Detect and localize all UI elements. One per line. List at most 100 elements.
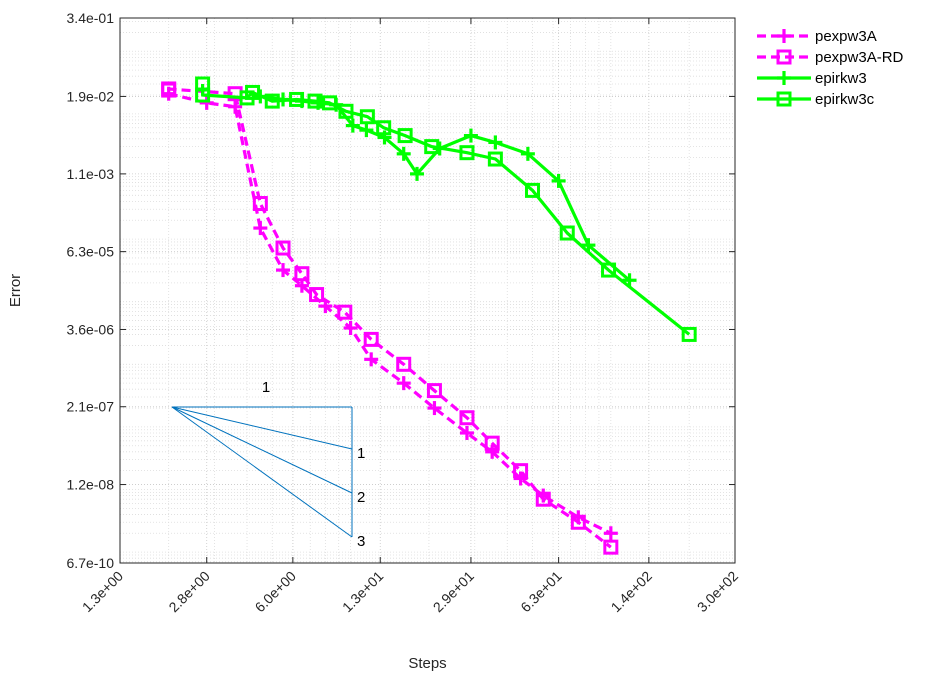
data-point bbox=[195, 87, 211, 103]
data-point bbox=[426, 383, 442, 399]
series-line bbox=[167, 87, 612, 549]
data-point bbox=[199, 95, 214, 110]
y-tick-label: 3.4e-01 bbox=[67, 10, 115, 26]
legend-entry-epirkw3: epirkw3 bbox=[757, 70, 867, 87]
data-point bbox=[601, 262, 617, 278]
data-point bbox=[276, 263, 291, 278]
data-point bbox=[345, 118, 360, 133]
data-point bbox=[245, 84, 261, 100]
legend-marker bbox=[776, 49, 792, 65]
data-point bbox=[459, 410, 475, 426]
axis-ticks: 1.3e+00 2.8e+00 6.0e+00 1.3e+01 2.9e+01 6.3e+… bbox=[67, 10, 742, 615]
y-tick-label: 1.9e-02 bbox=[67, 88, 115, 104]
data-point bbox=[253, 221, 268, 236]
data-point bbox=[424, 139, 440, 155]
data-point bbox=[570, 514, 586, 530]
data-point bbox=[264, 93, 280, 109]
x-tick-label: 3.0e+02 bbox=[694, 568, 742, 616]
y-tick-label: 3.6e-06 bbox=[67, 321, 115, 337]
y-tick-label: 1.2e-08 bbox=[67, 477, 115, 493]
legend-entry-pexpw3A-RD: pexpw3A-RD bbox=[757, 49, 904, 66]
data-point bbox=[396, 146, 411, 161]
data-point bbox=[681, 326, 697, 342]
data-point bbox=[363, 331, 379, 347]
x-tick-label: 2.8e+00 bbox=[165, 568, 213, 616]
data-point bbox=[322, 95, 338, 111]
data-point bbox=[459, 145, 475, 161]
legend-entry-pexpw3A: pexpw3A bbox=[757, 28, 877, 45]
data-point bbox=[359, 123, 374, 138]
x-tick-label: 6.0e+00 bbox=[252, 568, 300, 616]
data-point bbox=[309, 287, 325, 303]
y-tick-label: 6.7e-10 bbox=[67, 555, 115, 571]
data-point bbox=[337, 304, 353, 320]
data-point bbox=[338, 103, 354, 119]
data-point bbox=[396, 376, 411, 391]
data-point bbox=[551, 173, 566, 188]
legend-label: pexpw3A-RD bbox=[815, 49, 904, 66]
series-line bbox=[168, 92, 612, 535]
series-epirkw3c bbox=[195, 76, 697, 342]
data-point bbox=[307, 93, 323, 109]
data-point bbox=[359, 109, 375, 125]
data-point bbox=[294, 266, 310, 282]
triangle-slope-label: 2 bbox=[357, 489, 365, 506]
series-pexpw3A-RD bbox=[161, 81, 619, 555]
data-point bbox=[524, 182, 540, 198]
series-pexpw3A bbox=[161, 86, 618, 541]
data-point bbox=[603, 526, 618, 541]
data-point bbox=[463, 128, 478, 143]
x-axis-label: Steps bbox=[408, 655, 446, 672]
legend-marker bbox=[776, 91, 792, 107]
triangle-slope-line bbox=[171, 406, 353, 494]
x-tick-label: 1.3e+01 bbox=[339, 568, 387, 616]
legend-label: pexpw3A bbox=[815, 28, 877, 45]
data-point bbox=[289, 91, 305, 107]
data-point bbox=[520, 146, 535, 161]
legend-marker bbox=[777, 29, 791, 43]
triangle-slope-line bbox=[171, 406, 353, 450]
data-point bbox=[410, 166, 425, 181]
data-point bbox=[487, 151, 503, 167]
triangle-top-label: 1 bbox=[262, 379, 270, 396]
data-point bbox=[513, 463, 529, 479]
data-point bbox=[485, 444, 500, 459]
y-tick-label: 1.1e-03 bbox=[67, 166, 115, 182]
data-point bbox=[228, 99, 243, 114]
data-point bbox=[396, 356, 412, 372]
data-point bbox=[252, 196, 268, 212]
legend: pexpw3A pexpw3A-RD epirkw3 epirkw3c bbox=[757, 28, 904, 108]
y-axis-label: Error bbox=[7, 274, 24, 307]
series-line bbox=[201, 84, 691, 336]
grid-lines bbox=[119, 17, 736, 564]
data-point bbox=[484, 435, 500, 451]
data-point bbox=[161, 81, 177, 97]
y-tick-label: 2.1e-07 bbox=[67, 399, 115, 415]
x-tick-label: 1.3e+00 bbox=[79, 568, 127, 616]
x-tick-label: 1.4e+02 bbox=[608, 568, 656, 616]
data-point bbox=[459, 425, 474, 440]
data-point bbox=[581, 238, 596, 253]
data-point bbox=[343, 320, 358, 335]
y-tick-label: 6.3e-05 bbox=[67, 244, 115, 260]
legend-marker bbox=[777, 71, 791, 85]
triangle-slope-line bbox=[171, 406, 353, 538]
legend-entry-epirkw3c: epirkw3c bbox=[757, 91, 875, 108]
series-layer bbox=[161, 76, 697, 555]
legend-label: epirkw3 bbox=[815, 70, 867, 87]
data-point bbox=[427, 401, 442, 416]
slope-triangle: 1 1 2 3 bbox=[171, 379, 365, 550]
x-tick-label: 2.9e+01 bbox=[430, 568, 478, 616]
data-point bbox=[488, 135, 503, 150]
data-point bbox=[376, 120, 392, 136]
data-point bbox=[535, 491, 551, 507]
plot-frame bbox=[119, 17, 736, 564]
data-point bbox=[603, 539, 619, 555]
data-point bbox=[275, 240, 291, 256]
triangle-slope-label: 3 bbox=[357, 533, 365, 550]
data-point bbox=[559, 225, 575, 241]
x-tick-label: 6.3e+01 bbox=[517, 568, 565, 616]
data-point bbox=[397, 128, 413, 144]
data-point bbox=[364, 352, 379, 367]
